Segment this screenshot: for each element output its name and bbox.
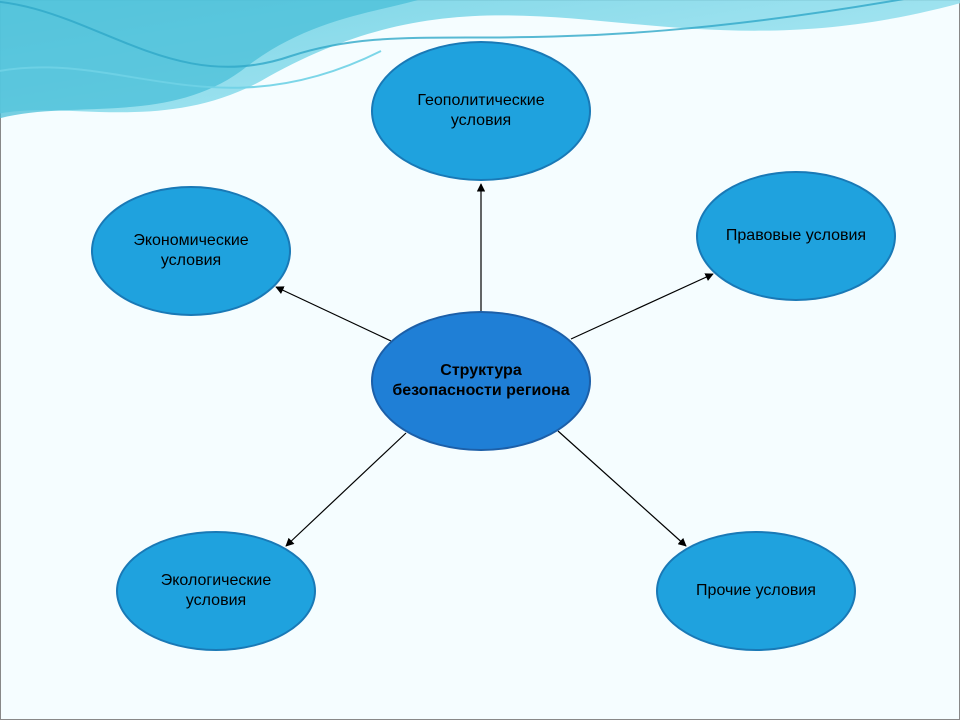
outer-node-legal: Правовые условия <box>696 171 896 301</box>
slide: Структура безопасности региона Геополити… <box>0 0 960 720</box>
outer-node-other: Прочие условия <box>656 531 856 651</box>
node-label: Экологические условия <box>132 571 300 611</box>
node-label: Геополитические условия <box>387 91 575 131</box>
edge-to-right1 <box>571 274 713 339</box>
edge-to-left2 <box>286 433 406 546</box>
center-node: Структура безопасности региона <box>371 311 591 451</box>
node-label: Прочие условия <box>696 581 816 601</box>
outer-node-economic: Экономические условия <box>91 186 291 316</box>
edge-to-left1 <box>276 287 391 341</box>
edge-to-right2 <box>558 431 686 546</box>
outer-node-ecological: Экологические условия <box>116 531 316 651</box>
node-label: Правовые условия <box>726 226 866 246</box>
outer-node-geopolitical: Геополитические условия <box>371 41 591 181</box>
center-label: Структура безопасности региона <box>387 361 575 401</box>
node-label: Экономические условия <box>107 231 275 271</box>
